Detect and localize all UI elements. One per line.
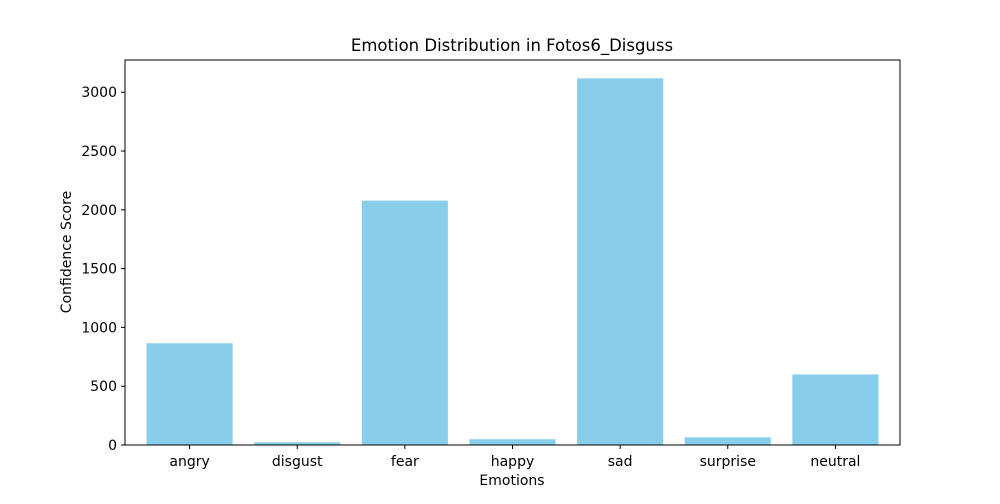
bar-fear [361, 200, 448, 445]
y-tick-label: 2000 [81, 203, 117, 219]
x-tick-label-fear: fear [391, 454, 419, 470]
y-tick-label: 1000 [81, 320, 117, 336]
x-tick-label-disgust: disgust [272, 454, 323, 470]
axes-frame [124, 59, 901, 446]
x-tick-label-neutral: neutral [810, 454, 860, 470]
bar-angry [146, 343, 233, 445]
bar-disgust [254, 442, 341, 445]
x-tick-label-sad: sad [608, 454, 633, 470]
y-tick-label: 1500 [81, 262, 117, 278]
y-tick-label: 500 [90, 379, 117, 395]
bar-surprise [684, 437, 771, 445]
bar-sad [577, 78, 664, 445]
x-tick-label-angry: angry [169, 454, 209, 470]
plot-area: 0 500 1000 1500 2000 2500 3000 angry disgust fear… [81, 59, 901, 470]
y-tick-label: 0 [108, 438, 117, 454]
x-axis-label: Emotions [479, 473, 544, 489]
y-axis-label: Confidence Score [59, 191, 75, 313]
y-tick-label: 2500 [81, 144, 117, 160]
bar-happy [469, 439, 556, 445]
x-tick-label-surprise: surprise [700, 454, 756, 470]
bar-neutral [792, 374, 879, 445]
chart-title: Emotion Distribution in Fotos6_Disguss [351, 36, 673, 56]
y-tick-label: 3000 [81, 85, 117, 101]
x-tick-label-happy: happy [491, 454, 535, 470]
